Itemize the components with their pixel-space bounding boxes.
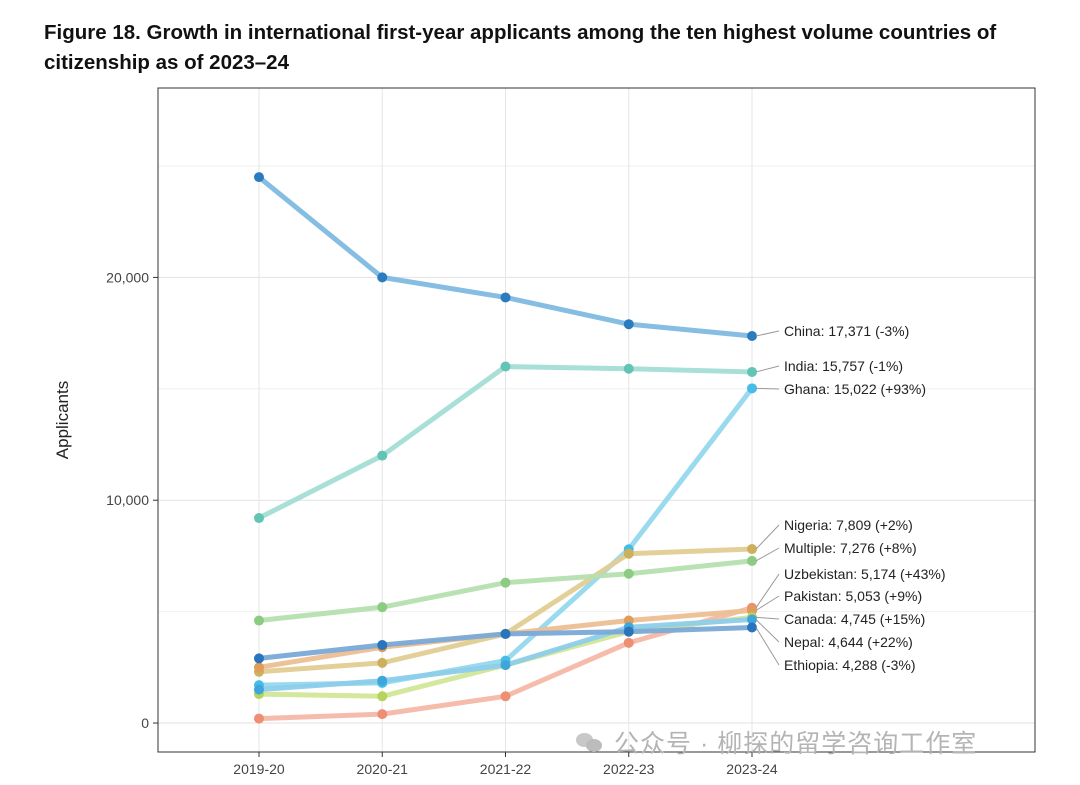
x-tick-label: 2023-24 <box>726 761 778 777</box>
data-point-canada <box>377 691 388 702</box>
y-tick-label: 20,000 <box>106 269 149 285</box>
x-tick-label: 2019-20 <box>233 761 285 777</box>
grid <box>158 88 1035 752</box>
label-leader-nigeria <box>755 524 780 550</box>
series-label-nigeria: Nigeria: 7,809 (+2%) <box>784 517 913 533</box>
data-point-pakistan <box>254 662 264 673</box>
plot-frame <box>157 87 1036 753</box>
data-point-nigeria <box>377 657 388 668</box>
y-tick-label: 10,000 <box>106 492 149 508</box>
series-label-china: China: 17,371 (-3%) <box>784 323 909 339</box>
series-lines <box>254 172 757 724</box>
data-point-india <box>747 366 757 377</box>
series-label-ethiopia: Ethiopia: 4,288 (-3%) <box>784 657 916 673</box>
x-tick-label: 2021-22 <box>480 761 532 777</box>
watermark-text: 公众号 · 柳探的留学咨询工作室 <box>614 730 978 758</box>
data-point-ghana <box>747 383 757 394</box>
data-point-india <box>500 361 511 372</box>
series-label-multiple: Multiple: 7,276 (+8%) <box>784 540 917 556</box>
data-point-india <box>254 513 264 524</box>
data-point-uzbekistan <box>254 713 264 724</box>
series-label-india: India: 15,757 (-1%) <box>784 358 903 374</box>
data-point-ethiopia <box>254 653 264 664</box>
data-point-china <box>377 272 388 283</box>
data-point-india <box>623 363 634 374</box>
data-point-ethiopia <box>747 622 757 633</box>
data-point-uzbekistan <box>623 637 634 648</box>
y-tick-label: 0 <box>141 715 149 731</box>
data-point-nigeria <box>747 544 757 555</box>
label-leader-china <box>755 330 780 337</box>
label-leader-ethiopia <box>755 627 780 666</box>
data-point-ethiopia <box>377 640 388 651</box>
label-leader-canada <box>755 616 780 620</box>
data-point-ethiopia <box>623 626 634 637</box>
data-point-multiple <box>747 555 757 566</box>
data-point-multiple <box>623 568 634 579</box>
data-point-multiple <box>377 602 388 613</box>
watermark: 公众号 · 柳探的留学咨询工作室 <box>576 722 977 762</box>
series-label-pakistan: Pakistan: 5,053 (+9%) <box>784 588 922 604</box>
label-leader-nepal <box>755 619 780 643</box>
wechat-icon <box>576 731 604 753</box>
data-point-china <box>623 319 634 330</box>
direct-labels: China: 17,371 (-3%) India: 15,757 (-1%) Gh… <box>755 323 945 673</box>
label-leader-ghana <box>755 387 780 390</box>
figure-title: Figure 18. Growth in international first… <box>44 21 997 74</box>
series-label-nepal: Nepal: 4,644 (+22%) <box>784 634 913 650</box>
label-leader-uzbekistan <box>755 573 780 609</box>
data-point-india <box>377 450 388 461</box>
label-leader-multiple <box>755 547 780 562</box>
data-point-china <box>747 330 757 341</box>
data-point-multiple <box>254 615 264 626</box>
data-point-uzbekistan <box>377 709 388 720</box>
series-label-ghana: Ghana: 15,022 (+93%) <box>784 381 926 397</box>
data-point-nigeria <box>623 548 634 559</box>
series-label-uzbekistan: Uzbekistan: 5,174 (+43%) <box>784 566 945 582</box>
data-point-uzbekistan <box>500 691 511 702</box>
data-point-multiple <box>500 577 511 588</box>
label-leader-pakistan <box>755 595 780 611</box>
y-axis-label: Applicants <box>53 381 72 459</box>
axes: 0 10,000 20,000 2019-20 2020-21 2021-22 2022-2… <box>106 269 778 777</box>
x-tick-label: 2022-23 <box>603 761 655 777</box>
data-point-china <box>254 172 264 183</box>
data-point-china <box>500 292 511 303</box>
label-leader-india <box>755 365 780 373</box>
data-point-nepal <box>377 675 388 686</box>
x-tick-label: 2020-21 <box>357 761 409 777</box>
data-point-pakistan <box>747 605 757 616</box>
data-point-nepal <box>254 684 264 695</box>
series-label-canada: Canada: 4,745 (+15%) <box>784 611 925 627</box>
data-point-nepal <box>500 660 511 671</box>
data-point-nepal <box>747 614 757 625</box>
data-point-ethiopia <box>500 628 511 639</box>
